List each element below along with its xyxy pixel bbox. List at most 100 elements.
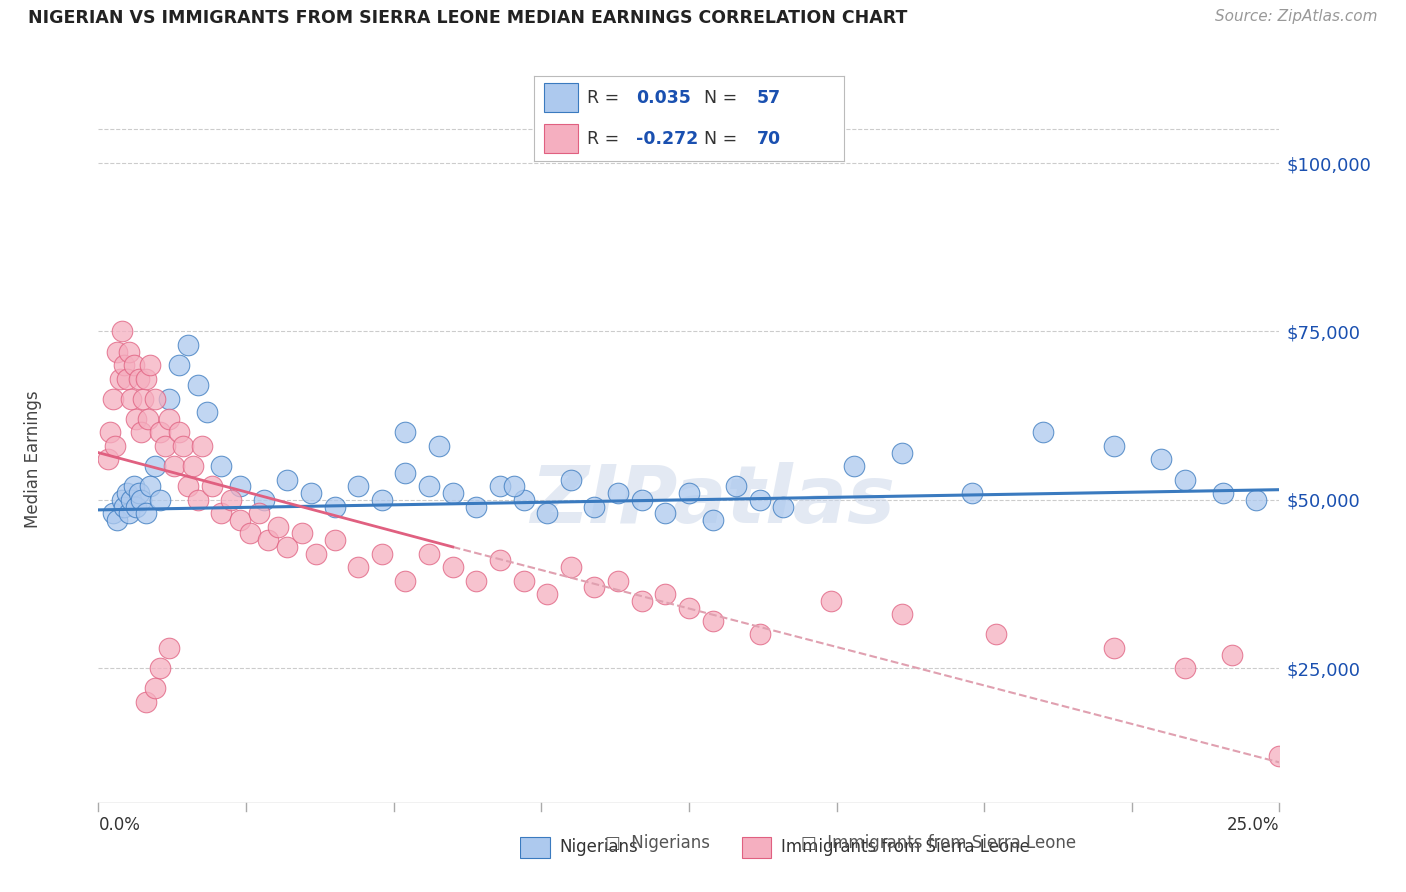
Point (136, 412, 159, 426)
Text: -0.272: -0.272 (637, 129, 699, 147)
Point (118, 506, 141, 520)
Point (323, 500, 346, 514)
Point (890, 607, 912, 622)
Point (135, 695, 157, 709)
Point (465, 574, 488, 588)
Point (489, 553, 512, 567)
Point (630, 594, 652, 608)
Text: R =: R = (586, 89, 624, 107)
Point (607, 574, 630, 588)
Point (347, 479, 370, 493)
Point (157, 412, 180, 426)
Text: NIGERIAN VS IMMIGRANTS FROM SIERRA LEONE MEDIAN EARNINGS CORRELATION CHART: NIGERIAN VS IMMIGRANTS FROM SIERRA LEONE… (28, 9, 907, 27)
Point (122, 479, 145, 493)
Point (108, 371, 131, 385)
Point (181, 459, 204, 474)
Point (1032, 425, 1054, 440)
Bar (742, 837, 770, 858)
Point (101, 392, 124, 406)
Point (371, 492, 394, 507)
Point (394, 466, 416, 480)
Point (239, 526, 262, 541)
Point (149, 425, 172, 440)
Point (560, 560, 582, 574)
Point (725, 479, 748, 493)
Point (139, 479, 162, 493)
Point (844, 459, 866, 474)
Point (394, 574, 416, 588)
Point (583, 500, 606, 514)
Point (1268, 748, 1291, 763)
Point (654, 587, 676, 601)
Point (115, 371, 138, 385)
Point (157, 392, 180, 406)
Point (583, 580, 606, 594)
Point (890, 445, 912, 459)
Point (105, 513, 128, 527)
Point (323, 533, 346, 548)
Point (347, 560, 370, 574)
Point (1244, 492, 1267, 507)
Point (1150, 452, 1173, 467)
Point (702, 614, 724, 628)
Text: ZIPatlas: ZIPatlas (530, 461, 896, 540)
Point (104, 439, 127, 453)
Point (512, 574, 534, 588)
Point (536, 506, 558, 520)
Point (177, 479, 200, 493)
Point (153, 439, 176, 453)
Point (219, 492, 242, 507)
Point (820, 594, 842, 608)
Point (132, 392, 155, 406)
Point (465, 500, 488, 514)
Point (371, 547, 394, 561)
Text: 57: 57 (756, 89, 782, 107)
Point (143, 681, 166, 696)
Text: □  Immigrants from Sierra Leone: □ Immigrants from Sierra Leone (801, 834, 1077, 852)
Point (247, 506, 270, 520)
Point (489, 479, 512, 493)
Point (267, 519, 290, 533)
Text: □  Nigerians: □ Nigerians (605, 834, 710, 852)
Text: Immigrants from Sierra Leone: Immigrants from Sierra Leone (782, 838, 1031, 856)
Point (167, 425, 190, 440)
Point (253, 492, 276, 507)
Text: 25.0%: 25.0% (1227, 816, 1279, 834)
Point (441, 560, 464, 574)
Point (427, 439, 450, 453)
Point (129, 425, 152, 440)
Text: 70: 70 (756, 129, 782, 147)
Point (143, 392, 166, 406)
Point (125, 412, 148, 426)
Point (394, 425, 416, 440)
Text: 0.0%: 0.0% (98, 816, 141, 834)
Point (187, 492, 209, 507)
Point (305, 547, 328, 561)
Point (187, 378, 209, 392)
Point (167, 358, 190, 372)
Point (191, 439, 214, 453)
Point (630, 492, 652, 507)
Point (172, 439, 194, 453)
Point (177, 338, 200, 352)
Point (97, 452, 120, 467)
Text: Nigerians: Nigerians (560, 838, 638, 856)
Point (299, 486, 322, 500)
Point (101, 506, 124, 520)
Point (536, 587, 558, 601)
Point (702, 513, 724, 527)
Point (149, 661, 172, 675)
Point (441, 486, 464, 500)
Point (276, 540, 298, 554)
Point (748, 627, 770, 641)
Text: Source: ZipAtlas.com: Source: ZipAtlas.com (1215, 9, 1378, 24)
Point (135, 371, 157, 385)
Point (111, 492, 134, 507)
Point (678, 600, 700, 615)
Point (201, 479, 224, 493)
Point (607, 486, 630, 500)
Text: 0.035: 0.035 (637, 89, 692, 107)
Bar (520, 837, 550, 858)
Point (1174, 473, 1197, 487)
Point (1102, 640, 1125, 655)
